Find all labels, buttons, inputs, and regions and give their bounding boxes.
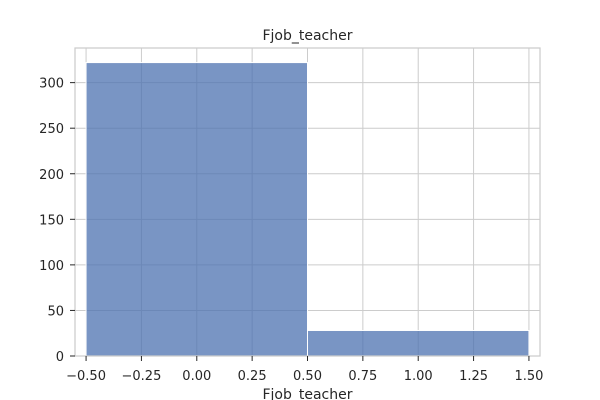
x-tick-label: 1.50 bbox=[514, 369, 543, 384]
y-tick-label: 250 bbox=[39, 122, 64, 137]
x-tick-label: 0.75 bbox=[348, 369, 377, 384]
y-tick-label: 150 bbox=[39, 213, 64, 228]
histogram-bar bbox=[85, 62, 308, 357]
x-tick-label: 1.00 bbox=[404, 369, 433, 384]
x-tick-label: 0.50 bbox=[293, 369, 322, 384]
bars bbox=[85, 62, 530, 357]
y-tick-label: 50 bbox=[47, 304, 64, 319]
histogram-bar bbox=[307, 329, 530, 357]
y-tick-label: 300 bbox=[39, 77, 64, 92]
x-tick-label: −0.25 bbox=[122, 369, 162, 384]
x-axis-label: Fjob_teacher bbox=[262, 387, 352, 400]
x-tick-label: −0.50 bbox=[66, 369, 106, 384]
y-axis-ticks: 0 50 100 150 200 250 300 bbox=[39, 77, 75, 365]
x-tick-label: 0.00 bbox=[182, 369, 211, 384]
chart-title: Fjob_teacher bbox=[262, 28, 352, 44]
y-tick-label: 200 bbox=[39, 168, 64, 183]
x-tick-label: 1.25 bbox=[459, 369, 488, 384]
y-tick-label: 0 bbox=[56, 350, 64, 365]
x-tick-label: 0.25 bbox=[238, 369, 267, 384]
y-tick-label: 100 bbox=[39, 259, 64, 274]
x-axis-ticks: −0.50 −0.25 0.00 0.25 0.50 0.75 1.00 1.25 1.50 bbox=[66, 356, 543, 384]
